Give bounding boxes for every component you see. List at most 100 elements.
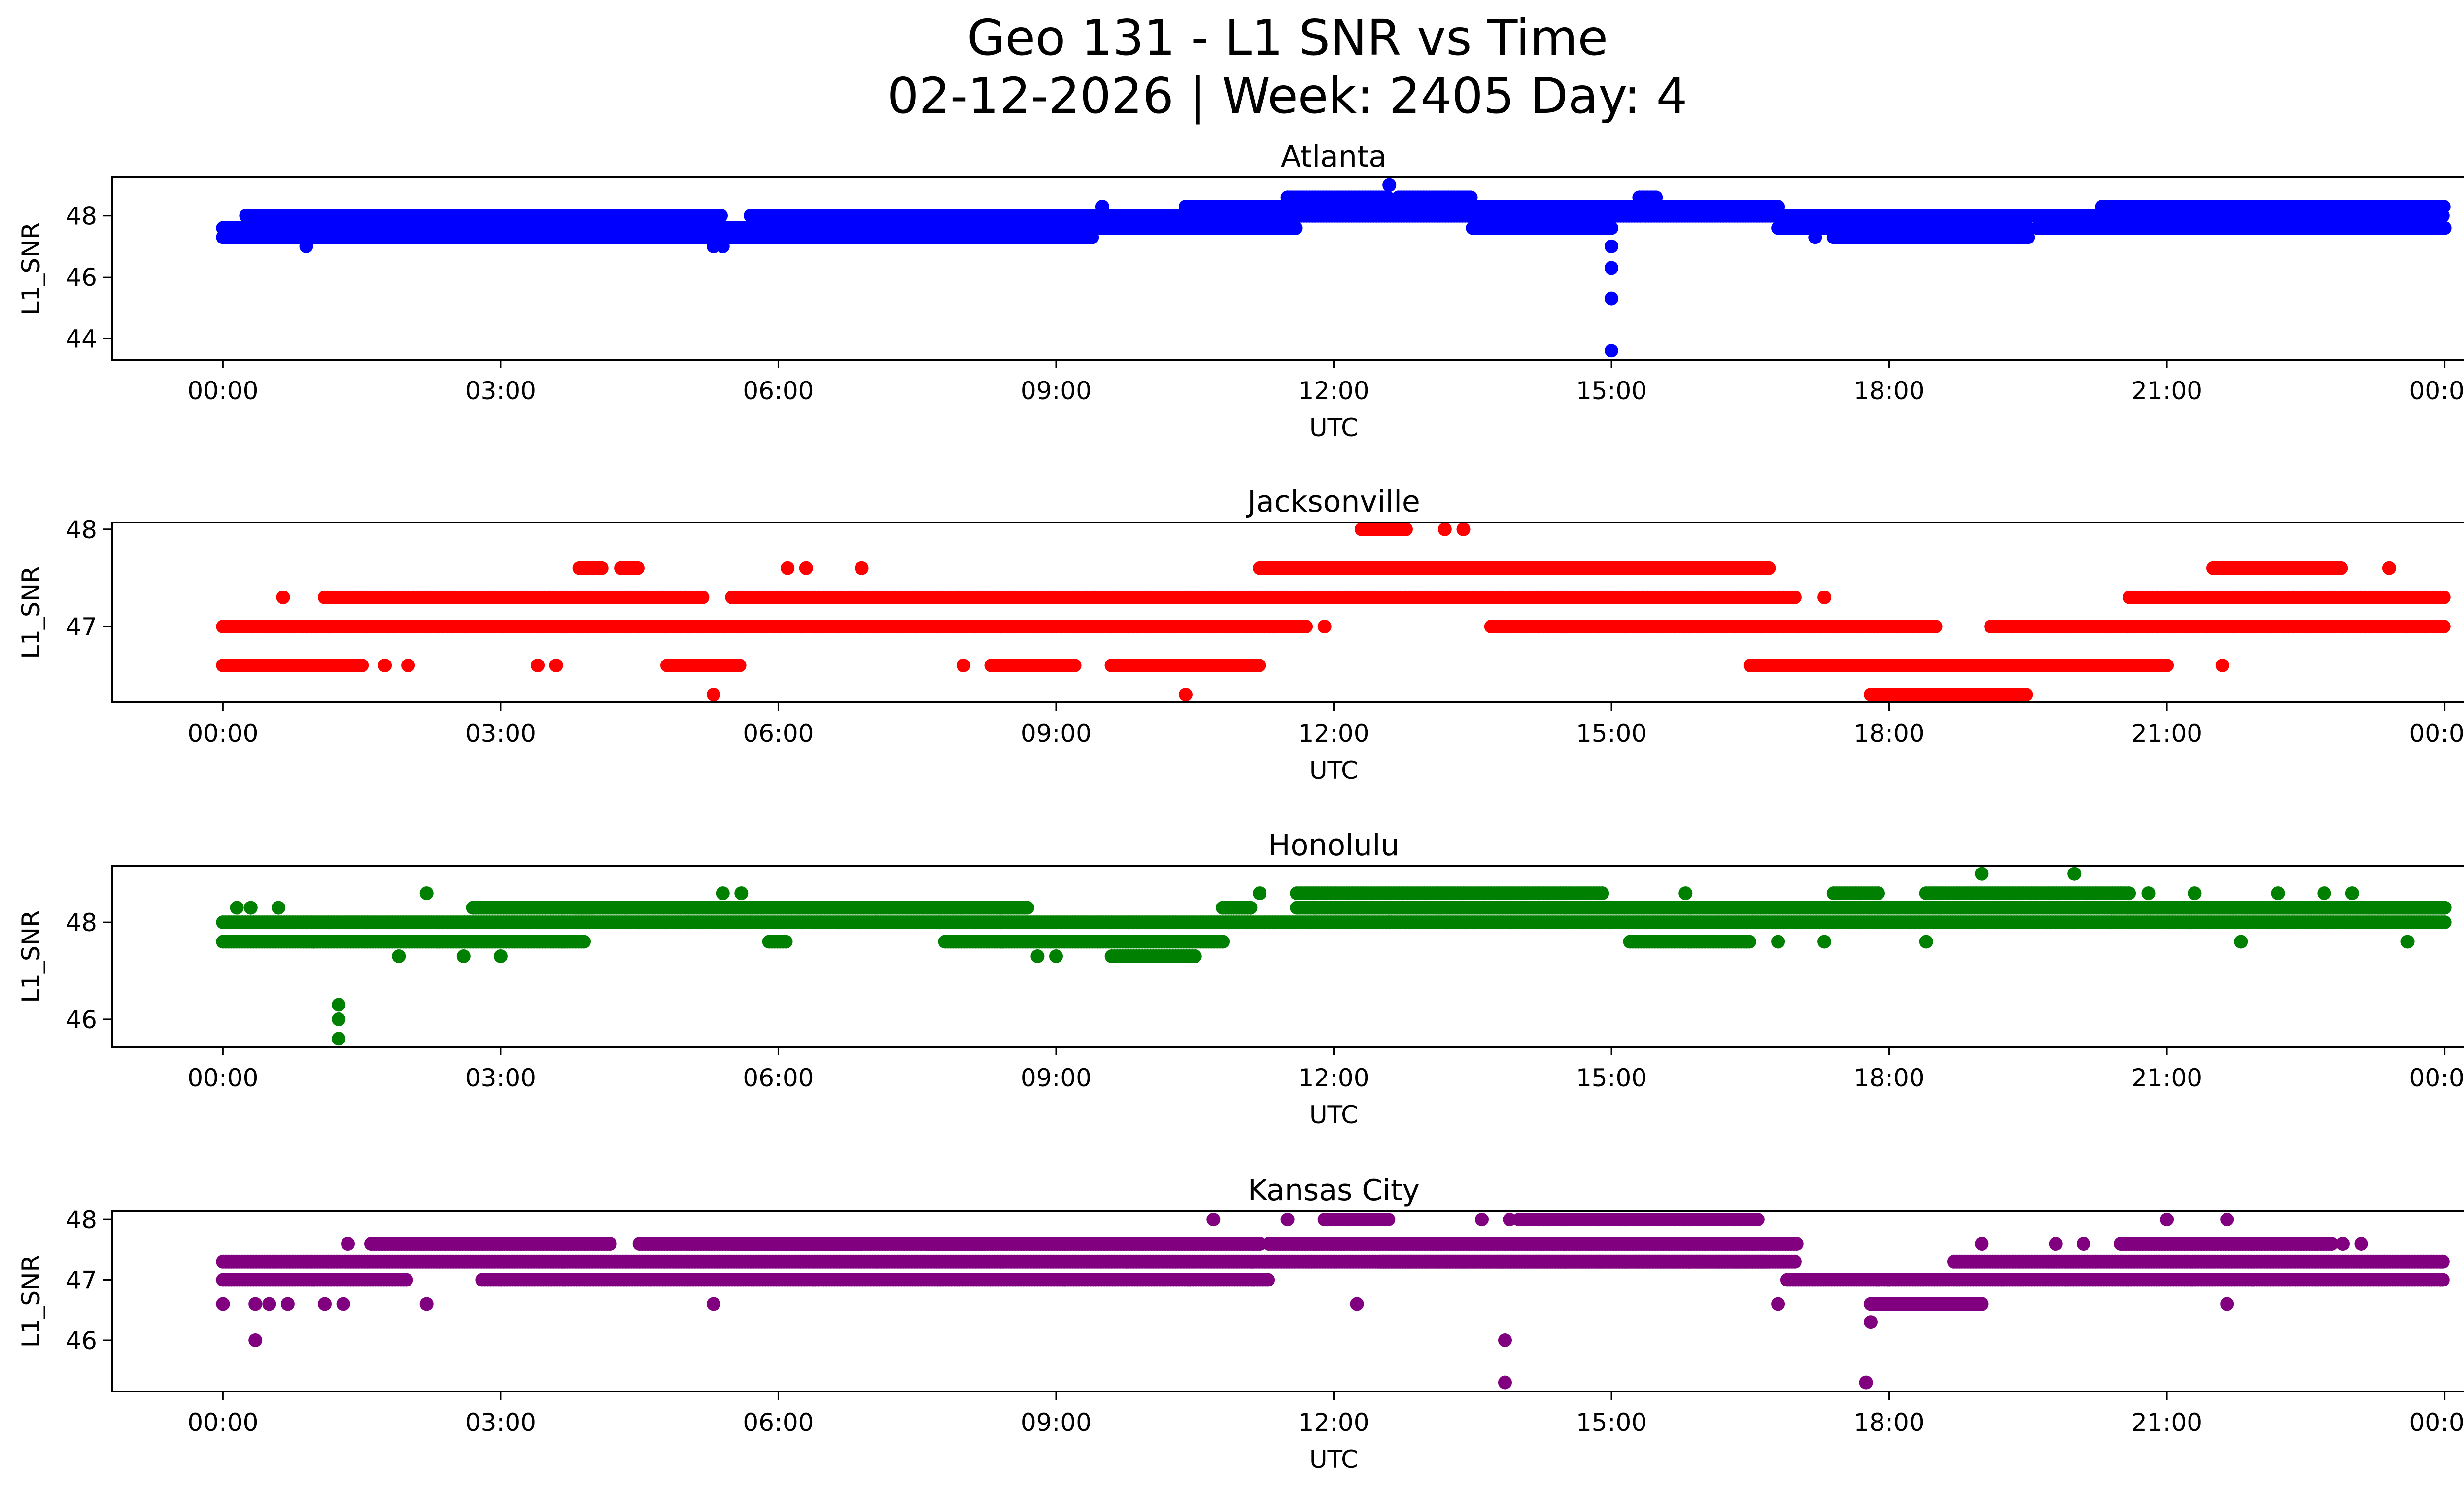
data-point — [2436, 200, 2451, 214]
data-point — [1605, 261, 1618, 275]
data-point — [549, 659, 563, 672]
data-point — [799, 561, 813, 575]
data-point — [1808, 230, 1822, 244]
data-point — [1289, 221, 1303, 235]
x-tick-label: 21:00 — [2131, 719, 2202, 748]
data-point — [1605, 221, 1618, 235]
x-tick-label: 15:00 — [1576, 377, 1647, 405]
data-point — [714, 209, 728, 223]
x-tick-label: 09:00 — [1021, 377, 1092, 405]
subplot-title: Atlanta — [1281, 139, 1387, 174]
data-point — [630, 561, 645, 575]
data-point — [401, 659, 415, 672]
data-point — [855, 561, 869, 575]
x-tick-label: 03:00 — [465, 719, 536, 748]
subplot-jacksonville: 00:00 03:00 06:00 09:00 12:00 15:00 18:00 21:00… — [17, 485, 2464, 785]
data-point — [781, 561, 795, 575]
data-point — [716, 239, 730, 253]
data-point — [1252, 659, 1266, 672]
x-tick-label: 06:00 — [743, 719, 814, 748]
data-point — [1179, 688, 1193, 702]
data-point — [1382, 178, 1397, 192]
data-point — [1817, 590, 1832, 604]
x-tick-label: 12:00 — [1298, 719, 1369, 748]
data-point — [1104, 659, 1119, 672]
y-tick-label: 48 — [66, 516, 97, 544]
data-point — [253, 209, 267, 223]
scatter-series — [216, 867, 2452, 1046]
figure-title: Geo 131 - L1 SNR vs Time 02-12-2026 | We… — [0, 9, 2464, 125]
data-point — [276, 590, 290, 604]
data-point — [531, 659, 545, 672]
scatter-series — [216, 178, 2452, 358]
data-point — [2215, 659, 2229, 672]
data-point — [299, 239, 313, 253]
data-point — [2019, 688, 2033, 702]
data-point — [308, 209, 323, 223]
y-tick-label: 47 — [66, 613, 97, 641]
data-point — [707, 688, 720, 702]
y-tick-label: 44 — [66, 324, 97, 353]
x-tick-label: 21:00 — [2131, 377, 2202, 405]
x-tick-label: 00:00 — [187, 377, 258, 405]
data-point — [695, 590, 710, 604]
data-point — [2436, 620, 2451, 634]
y-axis-label: L1_SNR — [17, 566, 45, 659]
subplot-title: Jacksonville — [1245, 485, 1420, 519]
data-point — [2160, 659, 2174, 672]
subplot-honolulu: 00:00 03:00 06:00 09:00 12:00 15:00 18:00 21:00… — [17, 828, 2464, 1129]
x-tick-label: 15:00 — [1576, 719, 1647, 748]
x-tick-label: 12:00 — [1298, 377, 1369, 405]
data-point — [1854, 209, 1869, 223]
x-tick-label: 00:00 — [2409, 377, 2464, 405]
x-tick-label: 00:00 — [2409, 719, 2464, 748]
x-tick-label: 03:00 — [465, 377, 536, 405]
data-point — [732, 659, 747, 672]
data-point — [2437, 221, 2452, 235]
data-point — [1762, 561, 1776, 575]
x-tick-label: 06:00 — [743, 377, 814, 405]
data-point — [1605, 291, 1618, 306]
subplot-atlanta: 00:00 03:00 06:00 09:00 12:00 15:00 18:00 21:00… — [17, 139, 2464, 442]
data-point — [1464, 190, 1478, 205]
x-axis-label: UTC — [1309, 756, 1358, 785]
y-tick-label: 46 — [66, 263, 97, 292]
y-axis-label: L1_SNR — [17, 222, 45, 315]
data-point — [1947, 209, 1961, 223]
axes-frame — [111, 522, 2464, 703]
data-point — [1095, 200, 1109, 214]
data-point — [957, 659, 971, 672]
x-axis-label: UTC — [1309, 414, 1358, 442]
data-point — [2436, 590, 2451, 604]
data-point — [2334, 561, 2348, 575]
data-point — [1901, 209, 1915, 223]
x-tick-label: 18:00 — [1853, 377, 1924, 405]
data-point — [1975, 209, 1989, 223]
data-point — [594, 561, 609, 575]
data-point — [1649, 190, 1663, 205]
data-point — [1317, 620, 1332, 634]
data-point — [280, 209, 295, 223]
data-point — [1787, 590, 1802, 604]
x-tick-label: 00:00 — [187, 719, 258, 748]
data-point — [1067, 659, 1082, 672]
data-point — [1437, 522, 1452, 536]
data-point — [1928, 620, 1943, 634]
scatter-series — [216, 522, 2451, 702]
x-tick-label: 09:00 — [1021, 719, 1092, 748]
data-point — [2021, 230, 2035, 244]
data-point — [1771, 200, 1785, 214]
data-point — [1605, 239, 1618, 253]
figure-title-line-2: 02-12-2026 | Week: 2405 Day: 4 — [887, 67, 1688, 125]
data-point — [1456, 522, 1471, 536]
y-tick-label: 48 — [66, 202, 97, 231]
data-point — [1605, 344, 1618, 358]
data-point — [355, 659, 369, 672]
data-point — [2382, 561, 2396, 575]
data-point — [1399, 522, 1413, 536]
x-tick-label: 18:00 — [1853, 719, 1924, 748]
data-point — [1299, 620, 1313, 634]
data-point — [378, 659, 392, 672]
figure-title-line-1: Geo 131 - L1 SNR vs Time — [967, 9, 1608, 67]
